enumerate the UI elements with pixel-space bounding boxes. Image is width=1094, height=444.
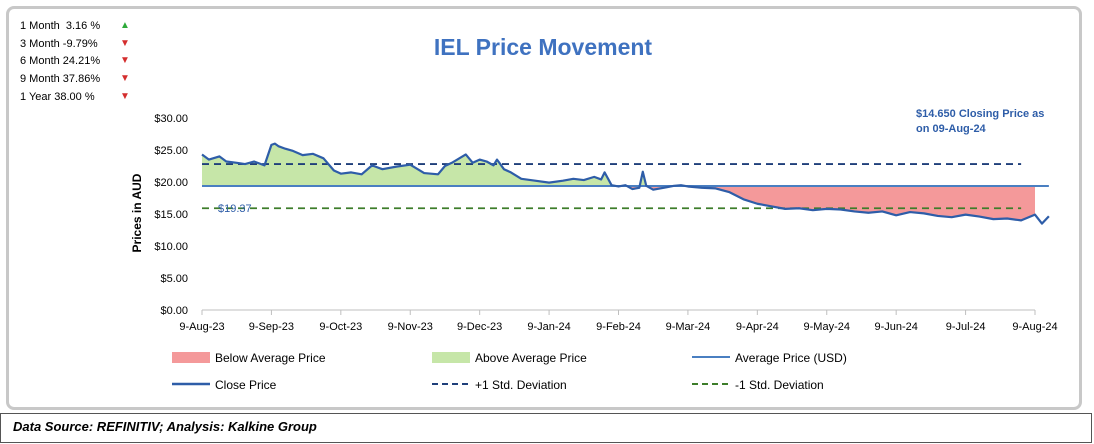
- x-tick-label: 9-Feb-24: [596, 321, 641, 333]
- x-tick-label: 9-Mar-24: [666, 321, 711, 333]
- x-tick-label: 9-May-24: [804, 321, 850, 333]
- legend-minus-sd-label: -1 Std. Deviation: [735, 378, 824, 392]
- x-tick-label: 9-Jul-24: [946, 321, 986, 333]
- y-axis-label: Prices in AUD: [130, 173, 144, 252]
- y-tick-label: $20.00: [154, 177, 188, 189]
- x-tick-label: 9-Sep-23: [249, 321, 294, 333]
- close-price-line: [201, 142, 1050, 225]
- x-tick-label: 9-Nov-23: [388, 321, 433, 333]
- above-average-area: [202, 143, 686, 187]
- x-tick-label: 9-Oct-23: [319, 321, 362, 333]
- data-source: Data Source: REFINITIV; Analysis: Kalkin…: [13, 419, 317, 434]
- footer: Data Source: REFINITIV; Analysis: Kalkin…: [0, 413, 1092, 443]
- legend-above-label: Above Average Price: [475, 351, 587, 365]
- legend-average-label: Average Price (USD): [735, 351, 847, 365]
- down-arrow-icon: ▼: [120, 55, 130, 66]
- x-tick-label: 9-Jan-24: [527, 321, 570, 333]
- legend-below-label: Below Average Price: [215, 351, 326, 365]
- chart-title: IEL Price Movement: [434, 34, 652, 60]
- perf-1-month: 1 Month 3.16 % ▲: [20, 20, 130, 32]
- average-label: $19.37: [218, 203, 252, 215]
- closing-annotation-line-1: $14.650 Closing Price as: [916, 108, 1044, 120]
- up-arrow-icon: ▲: [120, 20, 130, 31]
- y-tick-label: $30.00: [154, 113, 188, 125]
- perf-6-month: 6 Month 24.21% ▼: [20, 55, 130, 67]
- down-arrow-icon: ▼: [120, 73, 130, 84]
- x-tick-label: 9-Aug-23: [179, 321, 224, 333]
- y-tick-label: $5.00: [160, 273, 188, 285]
- x-tick-label: 9-Jun-24: [874, 321, 917, 333]
- down-arrow-icon: ▼: [120, 38, 130, 49]
- legend-close-label: Close Price: [215, 378, 277, 392]
- below-average-area: [202, 186, 1035, 221]
- closing-annotation-line-2: on 09-Aug-24: [916, 123, 987, 135]
- x-tick-label: 9-Aug-24: [1012, 321, 1057, 333]
- legend-above-swatch: [432, 352, 470, 363]
- y-tick-label: $15.00: [154, 209, 188, 221]
- legend-below-swatch: [172, 352, 210, 363]
- y-tick-label: $10.00: [154, 241, 188, 253]
- down-arrow-icon: ▼: [120, 91, 130, 102]
- y-tick-label: $25.00: [154, 145, 188, 157]
- perf-9-month: 9 Month 37.86% ▼: [20, 73, 130, 85]
- perf-1-year: 1 Year 38.00 % ▼: [20, 91, 130, 103]
- legend-plus-sd-label: +1 Std. Deviation: [475, 378, 567, 392]
- x-tick-label: 9-Dec-23: [457, 321, 502, 333]
- x-tick-label: 9-Apr-24: [736, 321, 779, 333]
- price-chart: IEL Price Movement Prices in AUD $0.00 $5…: [130, 34, 1058, 392]
- perf-3-month: 3 Month -9.79% ▼: [20, 38, 130, 50]
- y-tick-label: $0.00: [160, 305, 188, 317]
